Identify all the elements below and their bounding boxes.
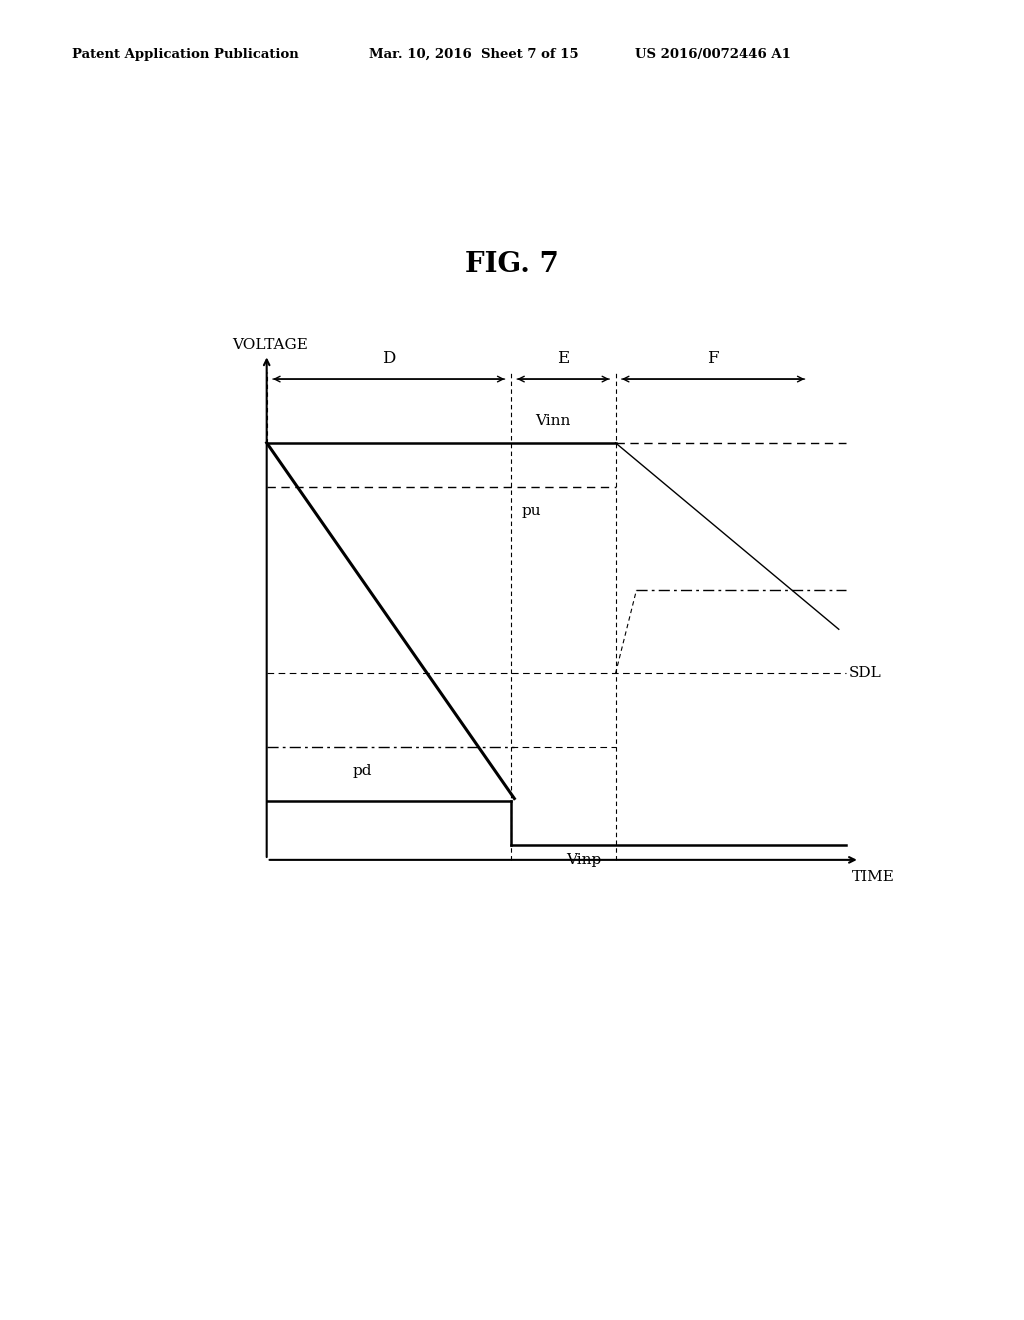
Text: VOLTAGE: VOLTAGE bbox=[231, 338, 307, 351]
Text: SDL: SDL bbox=[849, 667, 882, 680]
Text: Patent Application Publication: Patent Application Publication bbox=[72, 48, 298, 61]
Text: D: D bbox=[382, 350, 395, 367]
Text: Vinn: Vinn bbox=[536, 414, 570, 428]
Text: FIG. 7: FIG. 7 bbox=[465, 251, 559, 277]
Text: E: E bbox=[557, 350, 569, 367]
Text: Vinp: Vinp bbox=[566, 853, 602, 867]
Text: F: F bbox=[708, 350, 719, 367]
Text: US 2016/0072446 A1: US 2016/0072446 A1 bbox=[635, 48, 791, 61]
Text: TIME: TIME bbox=[852, 870, 895, 884]
Text: Mar. 10, 2016  Sheet 7 of 15: Mar. 10, 2016 Sheet 7 of 15 bbox=[369, 48, 579, 61]
Text: pd: pd bbox=[352, 764, 372, 779]
Text: pu: pu bbox=[521, 504, 541, 519]
